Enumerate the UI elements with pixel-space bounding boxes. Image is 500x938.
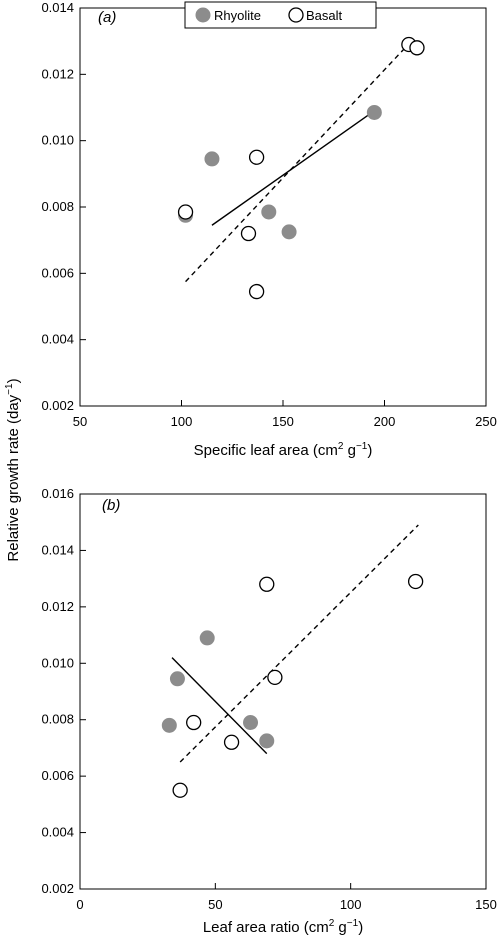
panel-b-basalt-point [223,734,240,750]
panel-a-y-tick-label: 0.014 [41,0,74,15]
panel-b-xlabel-text: Leaf area ratio (cm [203,919,329,936]
panel-a-y-tick-label: 0.004 [41,332,74,347]
panel-a-x-tick-label: 200 [374,414,396,429]
panel-a-xlabel-text: Specific leaf area (cm [194,442,338,459]
panel-b-rhyolite-fit-line [171,657,268,755]
panel-b-rhyolite-point [259,733,275,749]
panel-a-x-tick-label: 150 [272,414,294,429]
panel-a-x-axis-title: Specific leaf area (cm2 g−1) [194,441,373,459]
panel-b-xlabel-mid: g [334,919,347,936]
shared-y-axis-title: Relative growth rate (day−1) [4,378,22,561]
panel-a-basalt-point [248,283,265,300]
panel-a-x-tick-label: 100 [171,414,193,429]
panel-a-frame [79,7,487,407]
panel-a-x-tick-label: 250 [475,414,497,429]
panel-a-points [177,36,425,300]
panel-a-y-tick-label: 0.012 [41,66,74,81]
panel-b-y-tick-label: 0.004 [41,825,74,840]
legend-rhyolite-marker [195,7,211,23]
panel-b-basalt-point [186,714,202,731]
panel-b-rhyolite-point [243,715,259,731]
panel-b-y-tick-label: 0.016 [41,486,74,501]
panel-a-xlabel-close: ) [367,442,372,459]
panel-b-points [161,573,424,798]
legend-rhyolite-label: Rhyolite [214,8,261,23]
panel-a-basalt-point [248,149,265,165]
panel-b-x-axis: 0 50 100 150 [76,883,497,912]
panel-a-xlabel-sup2: −1 [356,441,368,452]
panel-b-basalt-point [267,669,283,686]
panel-a-rhyolite-point [366,104,382,120]
shared-y-axis-title-close: ) [5,378,22,383]
panel-b: (b) 0.0020.0040.0060.0080.0100.0120.0140… [41,486,496,936]
panel-b-x-tick-label: 0 [76,897,83,912]
panel-a-x-axis: 50 100 150 200 250 [73,400,497,429]
panel-b-label: (b) [102,497,120,514]
panel-a-rhyolite-point [281,224,297,240]
panel-b-x-tick-label: 100 [340,897,362,912]
panel-b-x-tick-label: 50 [208,897,222,912]
panel-b-rhyolite-point [161,717,177,733]
panel-a-rhyolite-point [204,151,220,167]
panel-b-basalt-point [259,576,275,592]
panel-b-y-tick-label: 0.002 [41,881,74,896]
panel-a-basalt-fit-line [185,39,414,283]
panel-a-fit-lines [185,39,414,283]
panel-a-basalt-point [177,204,194,220]
panel-a-x-tick-label: 50 [73,414,87,429]
panel-a-xlabel-sup1: 2 [338,441,344,452]
panel-b-x-axis-title: Leaf area ratio (cm2 g−1) [203,918,363,936]
panel-b-rhyolite-point [169,671,185,687]
panel-b-basalt-fit-line [179,524,419,763]
panel-b-y-tick-label: 0.006 [41,768,74,783]
panel-a-basalt-point [409,40,425,56]
panel-a-y-axis: 0.002 0.004 0.006 0.008 0.010 0.012 0.014 [41,0,86,413]
panel-b-basalt-point [407,573,424,590]
panel-b-y-tick-label: 0.014 [41,542,74,557]
panel-b-rhyolite-point [199,630,215,646]
panel-a-xlabel-mid: g [343,442,356,459]
panel-a-y-tick-label: 0.010 [41,133,74,148]
panel-a-y-tick-label: 0.006 [41,265,74,280]
panel-b-y-tick-label: 0.012 [41,599,74,614]
legend: Rhyolite Basalt [184,1,377,29]
panel-b-y-tick-label: 0.008 [41,712,74,727]
panel-a-y-tick-label: 0.002 [41,398,74,413]
panel-b-x-tick-label: 150 [475,897,497,912]
panel-b-xlabel-sup1: 2 [329,918,335,929]
panel-a-y-tick-label: 0.008 [41,199,74,214]
panel-a: (a) 0.0020.0040.0060.0080.0100.0120.014 … [41,0,496,459]
panel-a-rhyolite-point [261,204,277,220]
panel-b-y-tick-label: 0.010 [41,655,74,670]
panel-b-y-axis: 0.002 0.004 0.006 0.008 0.010 0.012 0.014 0.016 [41,486,86,896]
panel-b-frame [79,493,487,890]
legend-basalt-marker [288,7,304,23]
panel-a-label: (a) [98,9,116,26]
shared-y-axis-title-text: Relative growth rate (day [5,394,22,561]
panel-a-basalt-point [240,225,257,242]
legend-box [184,1,377,29]
shared-y-axis-title-sup: −1 [4,383,15,395]
panel-b-xlabel-sup2: −1 [347,918,359,929]
panel-b-basalt-point [172,782,188,798]
legend-basalt-label: Basalt [306,8,343,23]
panel-b-fit-lines [171,524,419,763]
panel-b-xlabel-close: ) [358,919,363,936]
